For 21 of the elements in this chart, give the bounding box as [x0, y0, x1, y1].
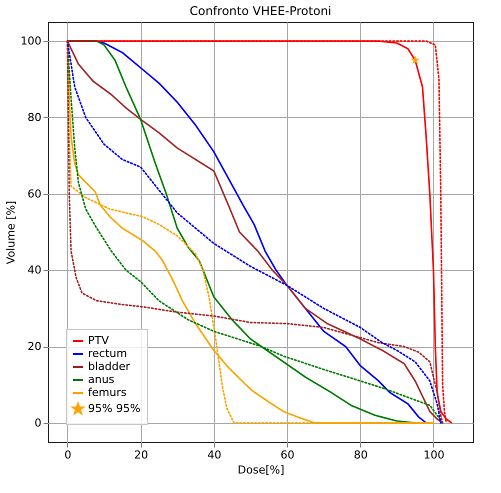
y-axis-title: Volume [%] [4, 200, 18, 264]
x-tick-label: 80 [354, 448, 368, 462]
legend-label: bladder [88, 360, 131, 373]
x-tick-label: 100 [423, 448, 444, 462]
x-tick-label: 60 [280, 448, 295, 462]
legend-label: PTV [88, 334, 110, 347]
y-tick-label: 40 [28, 264, 42, 277]
legend-label: anus [88, 373, 115, 386]
x-tick-label: 20 [134, 448, 148, 462]
y-tick-label: 20 [28, 340, 42, 354]
chart-title: Confronto VHEE-Protoni [190, 4, 332, 18]
x-tick-label: 40 [207, 448, 222, 462]
y-tick-label: 100 [20, 34, 42, 48]
x-axis-title: Dose[%] [238, 464, 284, 476]
y-tick-label: 60 [28, 187, 42, 200]
legend-label: 95% 95% [88, 402, 140, 415]
x-tick-label: 0 [64, 448, 72, 462]
legend-label: femurs [88, 386, 127, 399]
y-tick-label: 80 [28, 110, 42, 124]
y-tick-label: 0 [34, 416, 42, 430]
legend-label: rectum [88, 347, 128, 360]
